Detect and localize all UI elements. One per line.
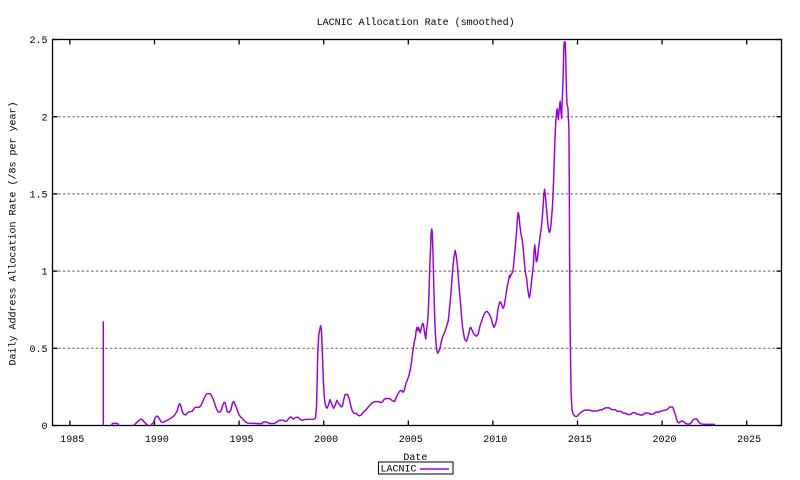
svg-text:2020: 2020 [652,435,676,446]
svg-text:Date: Date [403,453,427,464]
svg-text:LACNIC Allocation Rate (smooth: LACNIC Allocation Rate (smoothed) [317,17,515,29]
svg-text:2: 2 [41,113,47,124]
svg-text:1: 1 [41,268,47,279]
svg-text:1.5: 1.5 [29,191,47,202]
svg-text:2010: 2010 [483,435,507,446]
svg-text:LACNIC: LACNIC [381,465,417,476]
svg-text:2025: 2025 [737,435,761,446]
svg-text:2000: 2000 [314,435,338,446]
svg-text:2.5: 2.5 [29,36,47,47]
svg-text:2015: 2015 [568,435,592,446]
svg-text:1990: 1990 [145,435,169,446]
svg-text:1995: 1995 [229,435,253,446]
svg-text:0: 0 [41,422,47,433]
svg-text:Daily Address Allocation Rate: Daily Address Allocation Rate (/8s per y… [8,101,20,365]
svg-text:1985: 1985 [60,435,84,446]
svg-text:0.5: 0.5 [29,345,47,356]
svg-text:2005: 2005 [399,435,423,446]
